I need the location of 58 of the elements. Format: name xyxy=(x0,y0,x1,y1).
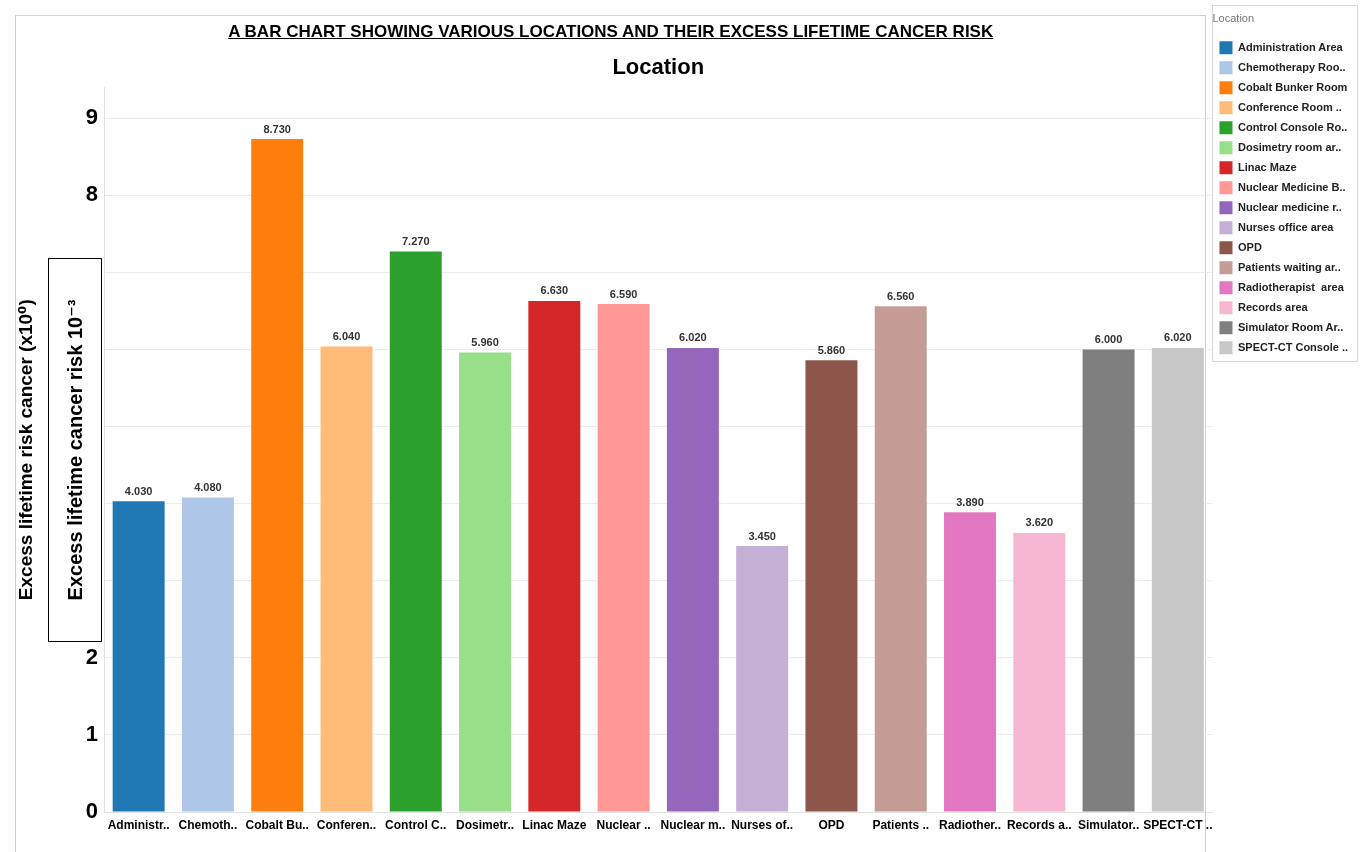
y-axis-title: Excess lifetime risk cancer (x10⁰) xyxy=(14,299,36,601)
legend-label: Radiotherapist area xyxy=(1237,280,1345,293)
y-tick-label: 9 xyxy=(85,104,98,130)
data-label: 5.960 xyxy=(471,336,499,349)
legend-label: Nuclear medicine r.. xyxy=(1237,200,1342,213)
y-tick-label: 1 xyxy=(85,720,98,746)
legend-label: Conference Room .. xyxy=(1237,100,1342,113)
data-label: 5.860 xyxy=(817,343,846,356)
data-label: 3.890 xyxy=(956,495,984,508)
x-tick-label: Control C.. xyxy=(385,817,447,832)
legend-label: Nuclear Medicine B.. xyxy=(1237,180,1346,193)
legend-label: Nurses office area xyxy=(1237,220,1335,233)
data-label: 6.020 xyxy=(679,331,707,344)
x-tick-label: Patients .. xyxy=(872,817,930,832)
legend-label: Patients waiting ar.. xyxy=(1237,260,1341,273)
y-tick-label: 0 xyxy=(85,798,98,824)
legend-label: Dosimetry room ar.. xyxy=(1237,140,1342,153)
x-tick-label: Linac Maze xyxy=(522,817,587,832)
data-label: 4.030 xyxy=(124,484,153,497)
legend-title: Location xyxy=(1212,11,1255,24)
x-tick-label: Nurses of.. xyxy=(731,817,794,832)
x-tick-label: Nuclear .. xyxy=(596,817,651,832)
legend-label: Chemotherapy Roo.. xyxy=(1237,60,1346,73)
data-label: 6.000 xyxy=(1094,333,1123,346)
data-label: 6.560 xyxy=(886,289,915,302)
data-label: 6.590 xyxy=(609,287,638,300)
data-label: 6.040 xyxy=(332,329,361,342)
data-label: 6.020 xyxy=(1164,331,1192,344)
x-tick-label: Cobalt Bu.. xyxy=(245,817,309,832)
legend-label: Control Console Ro.. xyxy=(1237,120,1348,133)
text: Excess lifetime cancer risk 10⁻³ xyxy=(63,299,87,601)
x-tick-label: Conferen.. xyxy=(316,817,377,832)
legend-label: Administration Area xyxy=(1237,40,1344,53)
x-tick-label: SPECT-CT .. xyxy=(1143,817,1213,832)
x-tick-label: Nuclear m.. xyxy=(660,817,726,832)
x-axis-title: Location xyxy=(612,54,705,80)
data-label: 8.730 xyxy=(263,122,291,135)
data-label: 7.270 xyxy=(402,235,430,248)
x-tick-label: Administr.. xyxy=(107,817,170,832)
y-tick-label: 8 xyxy=(85,181,98,207)
data-label: 3.620 xyxy=(1025,516,1054,529)
legend-label: Cobalt Bunker Room xyxy=(1237,80,1348,93)
legend-label: Records area xyxy=(1237,300,1309,313)
legend-label: Simulator Room Ar.. xyxy=(1237,320,1344,333)
legend-label: SPECT-CT Console .. xyxy=(1237,340,1348,353)
data-label: 6.630 xyxy=(540,284,569,297)
x-tick-label: Simulator.. xyxy=(1077,817,1140,832)
y-tick-label: 2 xyxy=(85,643,98,669)
x-tick-label: OPD xyxy=(818,817,845,832)
x-tick-label: Radiother.. xyxy=(939,817,1002,832)
x-tick-label: Records a.. xyxy=(1006,817,1072,832)
chart-title: A BAR CHART SHOWING VARIOUS LOCATIONS AND THEIR EXCESS LIFETIME CANCER RISK xyxy=(228,22,994,41)
legend-label: OPD xyxy=(1237,240,1262,253)
x-tick-label: Chemoth.. xyxy=(178,817,238,832)
x-tick-label: Dosimetr.. xyxy=(456,817,515,832)
data-label: 3.450 xyxy=(748,529,776,542)
data-label: 4.080 xyxy=(194,481,222,494)
legend-label: Linac Maze xyxy=(1237,160,1297,173)
